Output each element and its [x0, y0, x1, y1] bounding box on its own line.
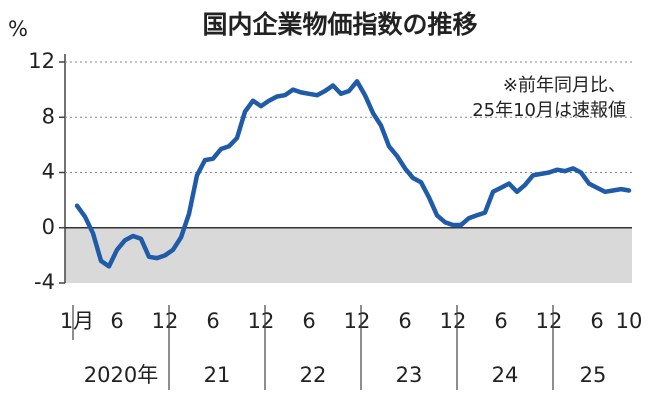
x-tick-label: 6 — [302, 309, 315, 333]
y-tick-label: 8 — [42, 104, 55, 128]
x-group-label: 23 — [396, 363, 423, 387]
y-tick-label: 0 — [42, 215, 55, 239]
y-tick-label: -4 — [34, 270, 55, 294]
x-tick-label: 6 — [494, 309, 507, 333]
x-tick-label: 6 — [590, 309, 603, 333]
annotation: ※前年同月比、 — [503, 75, 626, 96]
chart-title: 国内企業物価指数の推移 — [202, 10, 477, 39]
x-tick-label: 10 — [616, 309, 643, 333]
annotation: 25年10月は速報値 — [472, 100, 626, 121]
y-tick-label: 12 — [28, 49, 55, 73]
data-line — [74, 79, 632, 269]
x-group-label: 2020年 — [84, 363, 158, 387]
x-tick-label: 1月 — [60, 309, 94, 333]
x-group-label: 24 — [492, 363, 519, 387]
x-tick-label: 12 — [248, 309, 275, 333]
x-tick-label: 12 — [152, 309, 179, 333]
x-tick-label: 6 — [110, 309, 123, 333]
x-tick-label: 6 — [206, 309, 219, 333]
x-group-label: 21 — [204, 363, 231, 387]
x-tick-label: 12 — [344, 309, 371, 333]
x-tick-label: 6 — [398, 309, 411, 333]
x-tick-label: 12 — [536, 309, 563, 333]
x-group-label: 25 — [580, 363, 607, 387]
x-tick-label: 12 — [440, 309, 467, 333]
y-tick-label: 4 — [42, 160, 55, 184]
x-group-label: 22 — [300, 363, 327, 387]
y-unit: % — [8, 17, 28, 41]
